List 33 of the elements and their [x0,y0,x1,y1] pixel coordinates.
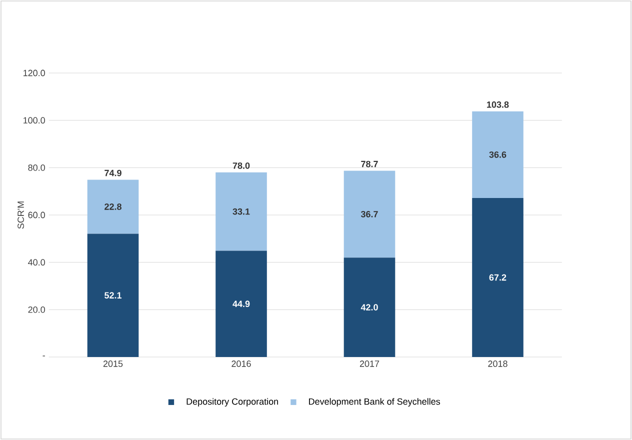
total-label: 78.7 [361,160,378,168]
data-label: 22.8 [104,204,122,210]
x-tick-label: 2017 [360,360,380,367]
bar [216,250,267,358]
bar [472,198,524,358]
data-label: 36.7 [360,210,378,218]
total-label: 103.8 [487,101,509,108]
x-tick-label: 2018 [488,360,508,367]
bar [472,111,524,198]
data-label: 44.9 [232,300,250,308]
y-tick-label: 20.0 [28,306,45,313]
y-tick-label: 60.0 [28,212,45,218]
x-tick-label: 2015 [103,360,123,367]
legend-label: Development Bank of Seychelles [309,398,440,407]
legend-label: Depository Corporation [186,398,278,407]
data-label: 52.1 [104,292,122,299]
y-tick-label: 80.0 [28,164,45,171]
y-axis-title: SCR'M [18,202,24,229]
bar [216,172,267,251]
bar [344,258,396,358]
y-tick-label: 40.0 [28,259,45,266]
data-label: 33.1 [232,208,250,215]
bar [87,234,139,358]
bar [344,170,396,258]
data-label: 42.0 [360,304,378,310]
y-tick-label: 120.0 [24,70,45,76]
y-tick-label: 100.0 [24,117,45,124]
data-label: 36.6 [489,151,506,158]
total-label: 78.0 [232,162,250,169]
data-label: 67.2 [489,274,506,281]
bar [87,180,139,234]
x-tick-label: 2016 [232,360,251,367]
total-label: 74.9 [104,170,122,176]
